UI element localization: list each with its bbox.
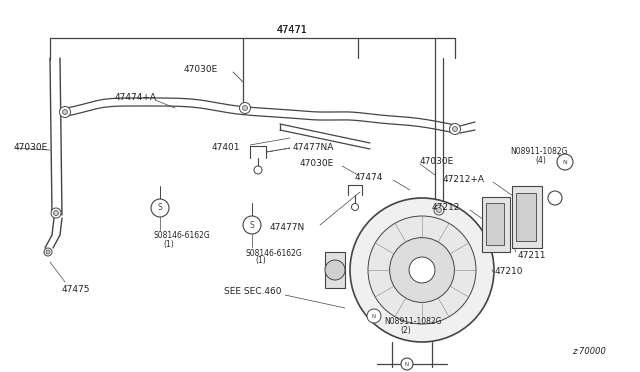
Circle shape	[325, 260, 345, 280]
Text: 47212+A: 47212+A	[443, 174, 485, 183]
Text: (2): (2)	[400, 326, 411, 334]
Circle shape	[390, 238, 454, 302]
Circle shape	[449, 124, 461, 135]
Circle shape	[46, 250, 50, 254]
Circle shape	[434, 205, 444, 215]
Text: 47475: 47475	[62, 285, 90, 295]
Circle shape	[63, 109, 67, 115]
Circle shape	[54, 211, 58, 215]
Circle shape	[557, 154, 573, 170]
Text: S08146-6162G: S08146-6162G	[245, 248, 301, 257]
Text: 47471: 47471	[276, 25, 307, 35]
Circle shape	[151, 199, 169, 217]
Circle shape	[243, 106, 248, 110]
Text: 47210: 47210	[495, 267, 524, 276]
Circle shape	[401, 358, 413, 370]
Bar	[486, 203, 504, 245]
Text: 47030E: 47030E	[300, 160, 334, 169]
Text: 47471: 47471	[276, 25, 307, 35]
Text: 47474+A: 47474+A	[115, 93, 157, 102]
Text: N: N	[563, 160, 568, 164]
Circle shape	[351, 203, 358, 211]
Text: N: N	[405, 362, 409, 366]
Text: (1): (1)	[163, 240, 173, 248]
Circle shape	[243, 216, 261, 234]
Circle shape	[367, 309, 381, 323]
Circle shape	[254, 166, 262, 174]
Circle shape	[409, 257, 435, 283]
Text: S08146-6162G: S08146-6162G	[153, 231, 210, 241]
Bar	[482, 197, 510, 252]
Circle shape	[350, 198, 494, 342]
Circle shape	[548, 191, 562, 205]
Text: 47474: 47474	[355, 173, 383, 183]
Circle shape	[239, 103, 250, 113]
Text: (4): (4)	[535, 157, 546, 166]
Circle shape	[44, 248, 52, 256]
Text: 47212: 47212	[431, 202, 460, 212]
Circle shape	[436, 208, 442, 212]
Text: S: S	[250, 221, 254, 230]
Text: N08911-1082G: N08911-1082G	[510, 148, 568, 157]
Text: z·70000: z·70000	[572, 347, 606, 356]
Text: 47030E: 47030E	[184, 65, 218, 74]
Text: 47477N: 47477N	[269, 224, 305, 232]
Text: SEE SEC.460: SEE SEC.460	[225, 288, 282, 296]
Text: 47211: 47211	[518, 250, 547, 260]
Text: N: N	[372, 314, 376, 318]
Circle shape	[60, 106, 70, 118]
Text: 47030E: 47030E	[14, 144, 48, 153]
Circle shape	[452, 126, 458, 131]
Circle shape	[51, 208, 61, 218]
Text: N08911-1082G: N08911-1082G	[384, 317, 442, 327]
Bar	[516, 193, 536, 241]
Text: 47030E: 47030E	[420, 157, 454, 167]
Circle shape	[368, 216, 476, 324]
Text: 47401: 47401	[211, 142, 240, 151]
Text: (1): (1)	[255, 257, 266, 266]
Text: 47477NA: 47477NA	[293, 144, 334, 153]
Bar	[512, 186, 542, 248]
Bar	[325, 252, 345, 288]
Text: S: S	[157, 203, 163, 212]
